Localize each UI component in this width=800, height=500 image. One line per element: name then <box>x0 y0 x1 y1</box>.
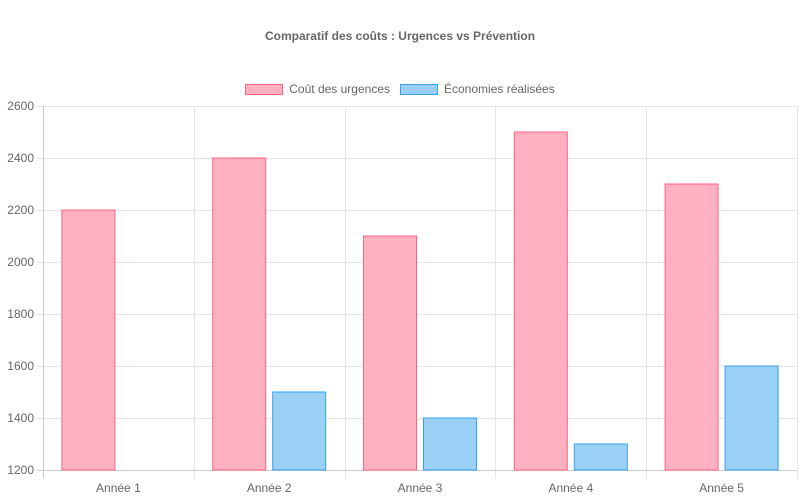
bar-cost <box>363 235 417 471</box>
bar-savings <box>423 417 477 471</box>
x-tick-label: Année 2 <box>247 481 292 495</box>
bar-cost <box>212 157 267 471</box>
bar-savings <box>272 391 327 471</box>
x-tick-label: Année 1 <box>96 481 141 495</box>
legend-item-savings[interactable]: Économies réalisées <box>400 82 555 96</box>
chart-title: Comparatif des coûts : Urgences vs Préve… <box>264 29 536 43</box>
y-tick-label: 2400 <box>7 151 34 165</box>
y-tick-label: 2600 <box>7 99 34 113</box>
legend-swatch-cost <box>245 83 284 95</box>
legend-label-savings: Économies réalisées <box>444 82 555 96</box>
y-tick-label: 2200 <box>7 203 34 217</box>
y-tick-label: 2000 <box>7 255 34 269</box>
y-tick-label: 1800 <box>7 307 34 321</box>
x-tick-label: Année 5 <box>699 481 744 495</box>
legend-item-cost[interactable]: Coût des urgences <box>245 82 390 96</box>
legend-label-cost: Coût des urgences <box>289 82 390 96</box>
bar-cost <box>61 209 116 471</box>
x-tick-label: Année 3 <box>398 481 443 495</box>
bar-savings <box>573 443 628 471</box>
y-tick-label: 1200 <box>7 463 34 477</box>
y-tick-label: 1600 <box>7 359 34 373</box>
y-tick-label: 1400 <box>7 411 34 425</box>
bar-savings <box>724 365 779 471</box>
bar-cost <box>664 183 719 471</box>
x-tick-label: Année 4 <box>548 481 593 495</box>
legend: Coût des urgences Économies réalisées <box>0 82 800 96</box>
bar-cost <box>513 131 568 471</box>
legend-swatch-savings <box>400 83 438 95</box>
